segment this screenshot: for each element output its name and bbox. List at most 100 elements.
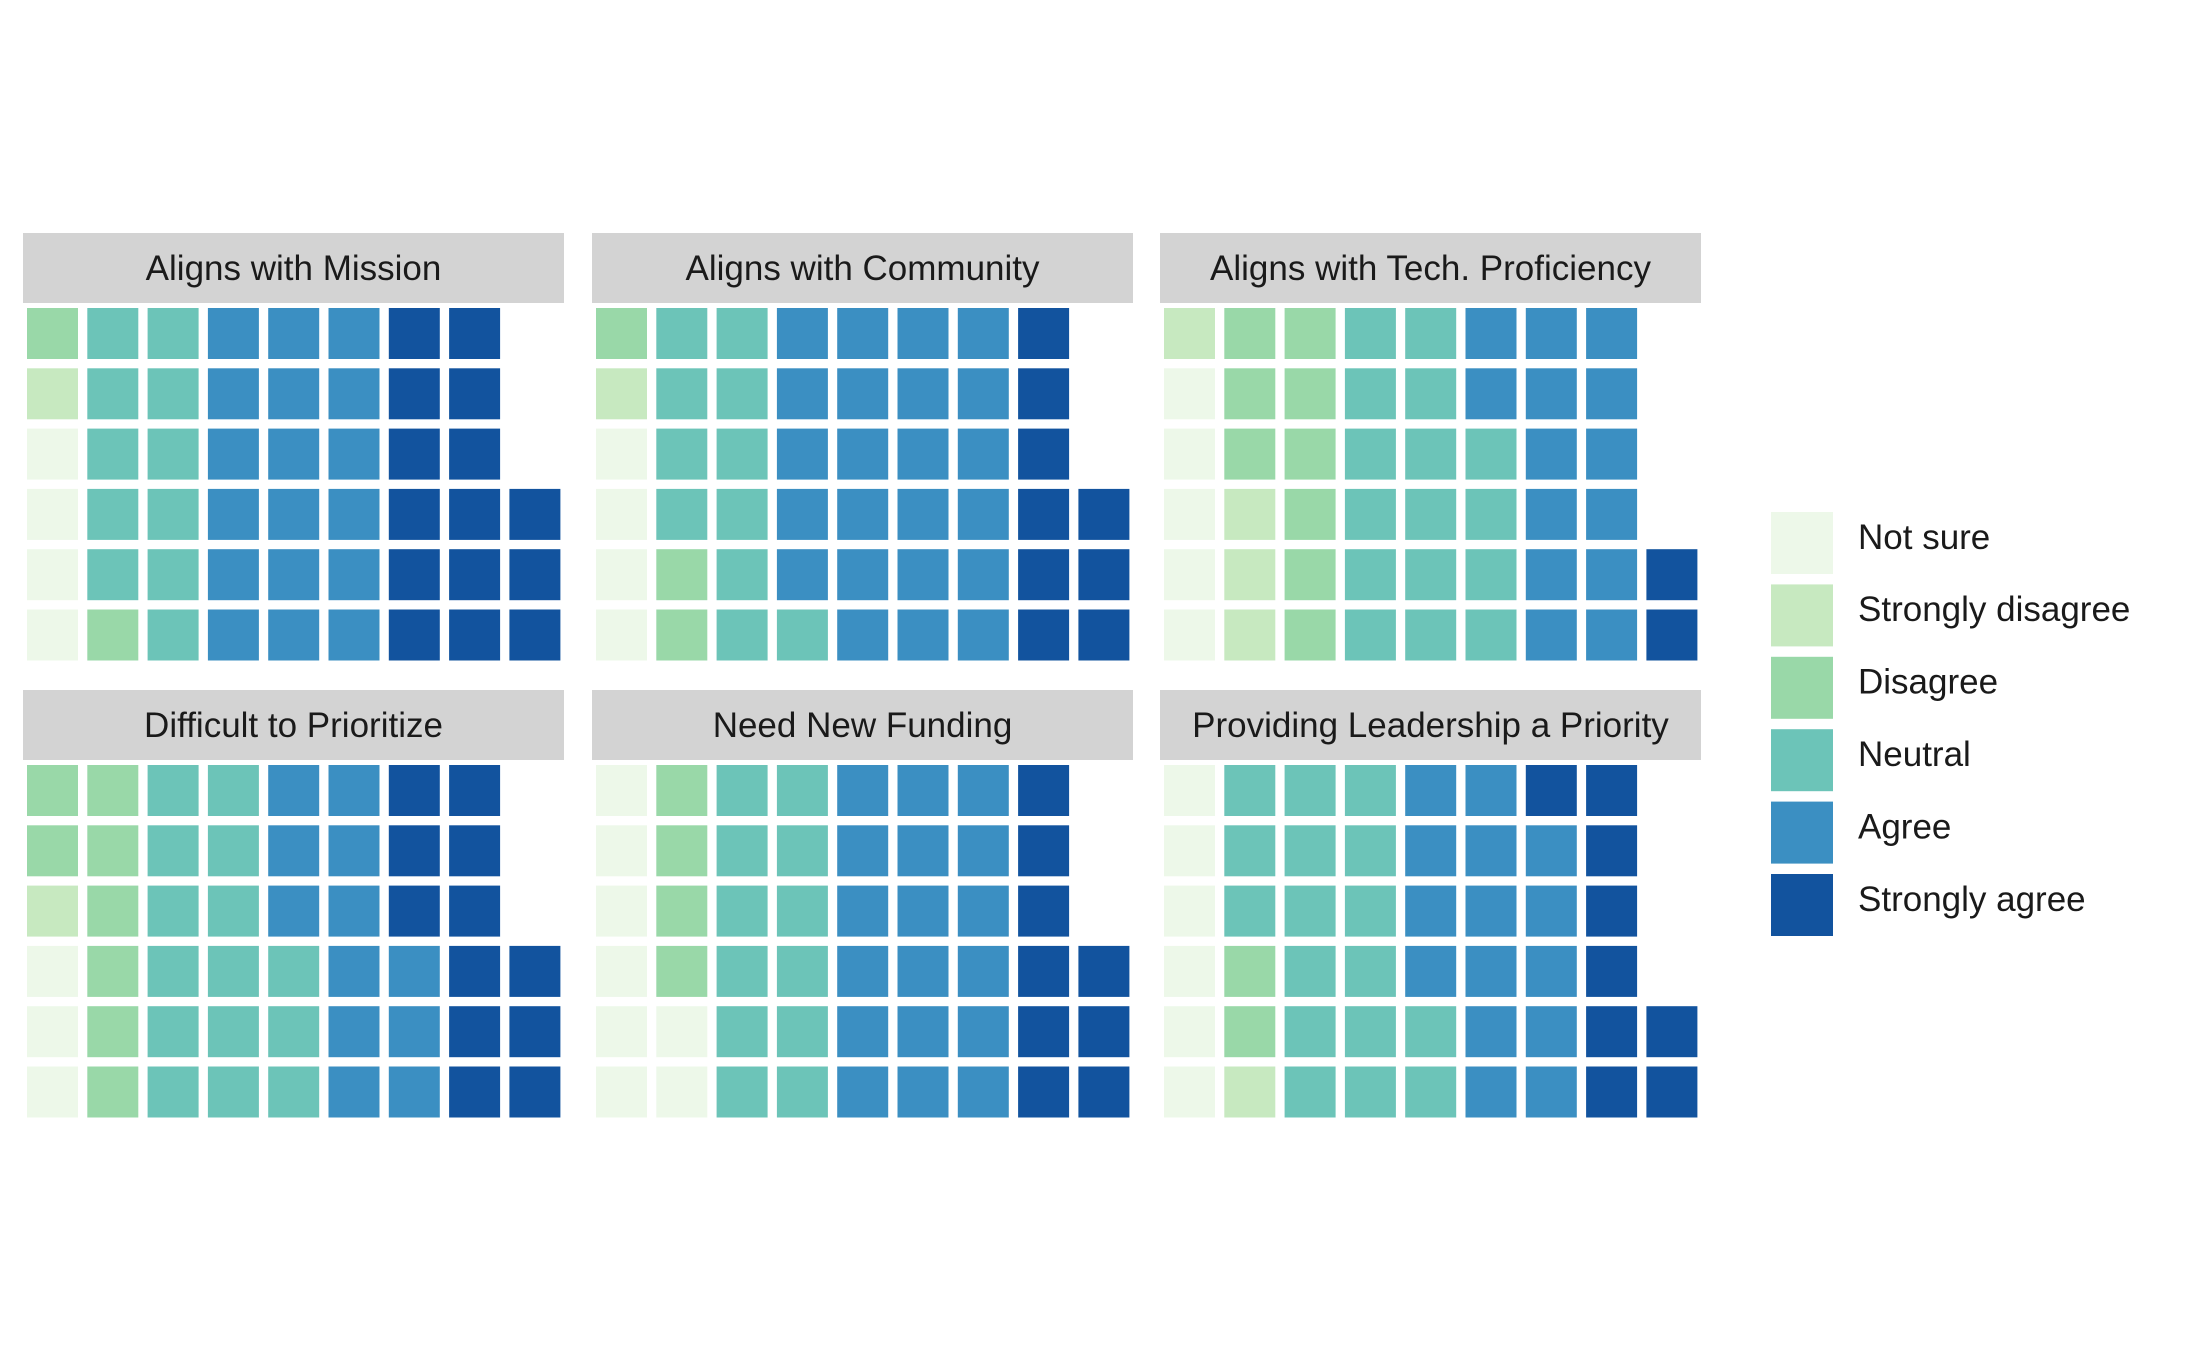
waffle-tile-neutral: [656, 308, 708, 359]
waffle-tile-not-sure: [596, 885, 647, 937]
legend-label: Agree: [1858, 807, 1951, 846]
legend-swatch: [1771, 801, 1833, 864]
waffle-tile-not-sure: [1164, 945, 1215, 997]
waffle-tile-strongly-agree: [1586, 765, 1638, 816]
waffle-tile-strongly-agree: [388, 825, 440, 877]
waffle-tile-agree: [268, 308, 320, 359]
waffle-tile-strongly-agree: [1586, 1006, 1638, 1058]
waffle-tile-neutral: [776, 825, 828, 877]
waffle-tile-neutral: [656, 368, 708, 420]
waffle-tile-agree: [957, 945, 1009, 997]
waffle-tile-agree: [837, 488, 889, 540]
waffle-tile-neutral: [1405, 368, 1457, 420]
facet-title: Aligns with Tech. Proficiency: [1210, 249, 1651, 288]
waffle-tile-agree: [957, 609, 1009, 661]
waffle-tile-strongly-agree: [388, 428, 440, 480]
facet-title: Providing Leadership a Priority: [1192, 706, 1669, 745]
waffle-tile-agree: [1405, 885, 1457, 937]
waffle-tile-agree: [268, 488, 320, 540]
waffle-tile-neutral: [207, 1066, 259, 1118]
waffle-tile-strongly-agree: [1018, 488, 1070, 540]
waffle-tile-strongly-agree: [1078, 488, 1130, 540]
waffle-tile-disagree: [1284, 368, 1336, 420]
waffle-tile-strongly-agree: [1018, 368, 1070, 420]
waffle-tile-agree: [207, 428, 259, 480]
waffle-tile-agree: [957, 428, 1009, 480]
facet-panel-difficult-to-prioritize: Difficult to Prioritize: [23, 690, 564, 1118]
waffle-tile-strongly-agree: [449, 765, 501, 816]
waffle-tile-disagree: [1224, 428, 1276, 480]
waffle-tile-disagree: [87, 945, 139, 997]
waffle-tile-agree: [776, 308, 828, 359]
waffle-tile-disagree: [27, 765, 78, 816]
waffle-tile-disagree: [1284, 308, 1336, 359]
facet-strip: [592, 690, 1133, 760]
legend-item-strongly-agree: Strongly agree: [1771, 874, 2086, 936]
waffle-tile-disagree: [1224, 1006, 1276, 1058]
waffle-tile-agree: [388, 1006, 440, 1058]
legend-swatch: [1771, 584, 1833, 647]
waffle-tile-agree: [207, 549, 259, 601]
waffle-tile-agree: [897, 765, 949, 816]
waffle-tile-strongly-agree: [388, 885, 440, 937]
waffle-tile-neutral: [716, 765, 768, 816]
waffle-tile-agree: [776, 428, 828, 480]
waffle-tile-disagree: [87, 1006, 139, 1058]
waffle-tile-agree: [837, 609, 889, 661]
waffle-tile-neutral: [207, 825, 259, 877]
waffle-tile-not-sure: [596, 549, 647, 601]
waffle-tile-neutral: [1344, 1006, 1396, 1058]
waffle-tile-strongly-agree: [1018, 1066, 1070, 1118]
waffle-tile-agree: [776, 488, 828, 540]
waffle-tile-neutral: [147, 368, 199, 420]
waffle-tile-neutral: [147, 1006, 199, 1058]
waffle-tile-agree: [1465, 368, 1517, 420]
waffle-tile-not-sure: [1164, 1006, 1215, 1058]
legend-label: Strongly agree: [1858, 880, 2086, 919]
waffle-tile-neutral: [1405, 1066, 1457, 1118]
waffle-tile-agree: [1465, 765, 1517, 816]
waffle-tile-neutral: [656, 488, 708, 540]
waffle-tile-not-sure: [27, 1066, 78, 1118]
waffle-tile-neutral: [1405, 1006, 1457, 1058]
waffle-tile-disagree: [1284, 428, 1336, 480]
waffle-tile-not-sure: [656, 1006, 708, 1058]
waffle-tile-agree: [897, 308, 949, 359]
waffle-tile-strongly-disagree: [1224, 549, 1276, 601]
waffle-tile-strongly-agree: [1525, 765, 1577, 816]
legend-item-disagree: Disagree: [1771, 656, 1998, 719]
waffle-tile-neutral: [656, 428, 708, 480]
facet-title: Aligns with Mission: [146, 249, 442, 288]
waffle-tile-agree: [1586, 488, 1638, 540]
waffle-tile-strongly-disagree: [27, 368, 78, 420]
waffle-tile-strongly-agree: [449, 368, 501, 420]
waffle-tile-agree: [957, 885, 1009, 937]
waffle-tile-neutral: [268, 945, 320, 997]
waffle-tile-neutral: [776, 1006, 828, 1058]
waffle-tile-neutral: [207, 945, 259, 997]
legend-label: Neutral: [1858, 735, 1971, 774]
waffle-tile-agree: [1586, 609, 1638, 661]
waffle-tile-strongly-agree: [1018, 609, 1070, 661]
legend-swatch: [1771, 512, 1833, 574]
waffle-tile-agree: [837, 1066, 889, 1118]
waffle-tile-neutral: [1344, 825, 1396, 877]
waffle-tile-agree: [957, 825, 1009, 877]
waffle-tile-agree: [1525, 549, 1577, 601]
waffle-tile-strongly-agree: [1586, 885, 1638, 937]
waffle-tile-not-sure: [596, 428, 647, 480]
waffle-tile-not-sure: [1164, 1066, 1215, 1118]
waffle-tile-disagree: [87, 609, 139, 661]
waffle-tile-agree: [207, 609, 259, 661]
waffle-tile-not-sure: [27, 1006, 78, 1058]
waffle-tile-agree: [897, 428, 949, 480]
waffle-tile-not-sure: [27, 945, 78, 997]
waffle-tile-strongly-agree: [449, 945, 501, 997]
waffle-tile-agree: [1465, 308, 1517, 359]
waffle-tile-strongly-agree: [449, 1006, 501, 1058]
waffle-tile-neutral: [87, 368, 139, 420]
waffle-tile-neutral: [716, 885, 768, 937]
waffle-tile-agree: [328, 308, 380, 359]
waffle-tile-disagree: [27, 825, 78, 877]
